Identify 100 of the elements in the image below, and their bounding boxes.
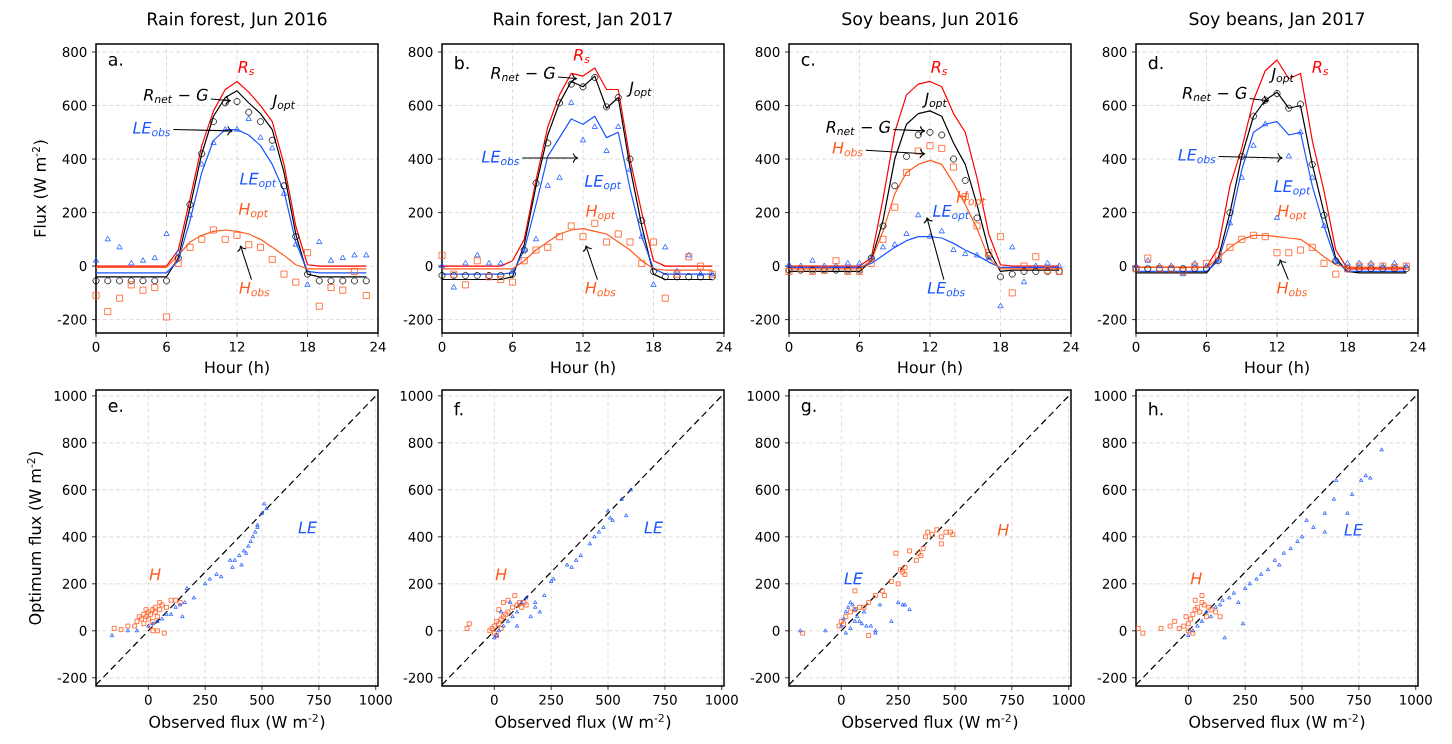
annotation: LE xyxy=(844,572,863,585)
annotation: c. xyxy=(801,55,814,66)
y-tick-label: 1000 xyxy=(54,390,87,401)
annotation: J$_{opt}$ xyxy=(626,81,652,99)
y-tick-label: 800 xyxy=(408,437,433,448)
x-tick-label: 250 xyxy=(886,694,911,705)
x-tick-label: 0 xyxy=(785,341,793,352)
y-tick-label: 0 xyxy=(79,625,87,636)
x-tick-label: 0 xyxy=(1132,341,1140,352)
y-tick-label: 800 xyxy=(755,437,780,448)
y-tick-label: 200 xyxy=(408,578,433,589)
y-axis-title: Optimum flux (W m$^{-2}$) xyxy=(27,451,45,625)
y-tick-label: 1000 xyxy=(400,390,433,401)
y-tick-label: 600 xyxy=(1102,100,1127,111)
y-tick-label: -200 xyxy=(57,314,87,325)
annotation: H$_{obs}$ xyxy=(832,141,863,157)
y-tick-label: 800 xyxy=(62,437,87,448)
y-tick-label: 400 xyxy=(408,531,433,542)
x-tick-label: 750 xyxy=(307,694,331,705)
annotation: LE$_{obs}$ xyxy=(1178,148,1216,164)
y-tick-label: 400 xyxy=(62,531,87,542)
y-tick-label: 600 xyxy=(755,484,780,495)
y-tick-label: 1000 xyxy=(1094,390,1127,401)
annotation: LE$_{opt}$ xyxy=(1274,180,1311,197)
annotation: LE$_{opt}$ xyxy=(933,204,970,222)
x-tick-label: 0 xyxy=(490,694,498,705)
annotation: a. xyxy=(108,55,123,66)
y-tick-label: 200 xyxy=(755,578,780,589)
y-tick-label: 400 xyxy=(1102,154,1127,165)
y-tick-label: 400 xyxy=(62,154,87,165)
y-tick-label: 0 xyxy=(425,261,433,272)
annotation: LE xyxy=(298,521,317,534)
x-axis-title: Observed flux (W m$^{-2}$) xyxy=(1189,713,1365,730)
annotation: J$_{opt}$ xyxy=(1268,67,1294,85)
y-tick-label: -200 xyxy=(403,314,433,325)
y-tick-label: 600 xyxy=(408,100,433,111)
y-tick-label: -200 xyxy=(1097,314,1127,325)
y-axis-title: Flux (W m$^{-2}$) xyxy=(32,140,48,237)
y-tick-label: 800 xyxy=(408,46,433,58)
annotation: LE$_{obs}$ xyxy=(481,150,520,166)
x-tick-label: 12 xyxy=(922,341,938,352)
annotation: LE$_{obs}$ xyxy=(132,121,171,137)
y-tick-label: -200 xyxy=(403,672,433,683)
y-tick-label: 800 xyxy=(755,46,780,58)
annotation: R$_{s}$ xyxy=(238,60,255,76)
annotation: H$_{obs}$ xyxy=(1276,281,1308,297)
x-tick-label: 18 xyxy=(1340,341,1356,352)
y-tick-label: -200 xyxy=(1097,672,1127,683)
x-tick-label: 6 xyxy=(856,341,863,352)
y-tick-label: 0 xyxy=(79,261,87,272)
y-tick-label: 600 xyxy=(1102,484,1127,495)
x-tick-label: 750 xyxy=(1347,694,1371,705)
annotation: J$_{opt}$ xyxy=(921,92,947,110)
x-tick-label: 12 xyxy=(229,341,245,352)
x-tick-label: 6 xyxy=(1203,341,1210,352)
annotation: LE xyxy=(1344,523,1363,536)
annotation: H$_{opt}$ xyxy=(238,203,269,220)
y-tick-label: 400 xyxy=(1102,531,1127,542)
annotation: R$_{net}$ − G xyxy=(143,88,208,104)
x-tick-label: 500 xyxy=(250,694,274,705)
x-tick-label: 24 xyxy=(716,341,732,352)
y-tick-label: 0 xyxy=(772,625,780,636)
annotation: H$_{opt}$ xyxy=(585,204,616,222)
y-tick-label: 400 xyxy=(755,154,780,165)
y-tick-label: 0 xyxy=(772,261,780,272)
annotation: LE$_{opt}$ xyxy=(240,172,277,190)
annotation: H xyxy=(149,568,161,581)
x-tick-label: 750 xyxy=(653,694,677,705)
y-tick-label: 800 xyxy=(1102,437,1127,448)
y-tick-label: 800 xyxy=(62,46,87,58)
annotation: LE xyxy=(644,521,663,534)
x-tick-label: 500 xyxy=(1290,694,1314,705)
x-tick-label: 1000 xyxy=(1400,694,1432,705)
y-tick-label: 600 xyxy=(62,100,87,111)
x-tick-label: 24 xyxy=(1410,341,1426,352)
y-tick-label: -200 xyxy=(750,672,780,683)
x-tick-label: 18 xyxy=(646,341,662,352)
x-tick-label: 1000 xyxy=(360,694,392,705)
x-tick-label: 12 xyxy=(575,341,591,352)
y-tick-label: 200 xyxy=(408,207,433,218)
annotation: LE$_{obs}$ xyxy=(927,281,965,297)
x-axis-title: Hour (h) xyxy=(898,360,962,376)
annotation: R$_{net}$ − G xyxy=(826,120,891,136)
x-axis-title: Observed flux (W m$^{-2}$) xyxy=(842,713,1018,730)
y-tick-label: 600 xyxy=(62,484,87,495)
y-tick-label: 1000 xyxy=(747,390,780,401)
x-tick-label: 24 xyxy=(370,341,386,352)
x-tick-label: 0 xyxy=(438,341,446,352)
y-tick-label: 800 xyxy=(1102,46,1127,58)
x-tick-label: 24 xyxy=(1063,341,1079,352)
x-tick-label: 6 xyxy=(163,341,170,352)
y-tick-label: 200 xyxy=(755,207,780,218)
x-tick-label: 0 xyxy=(144,694,152,705)
chart-title: Rain forest, Jun 2016 xyxy=(148,11,327,29)
chart-title: Soy beans, Jan 2017 xyxy=(1189,11,1365,29)
y-tick-label: 600 xyxy=(755,100,780,111)
x-tick-label: 250 xyxy=(193,694,218,705)
annotation: g. xyxy=(801,402,816,416)
annotation: R$_{net}$ − G xyxy=(490,66,555,82)
y-tick-label: -200 xyxy=(57,672,87,683)
